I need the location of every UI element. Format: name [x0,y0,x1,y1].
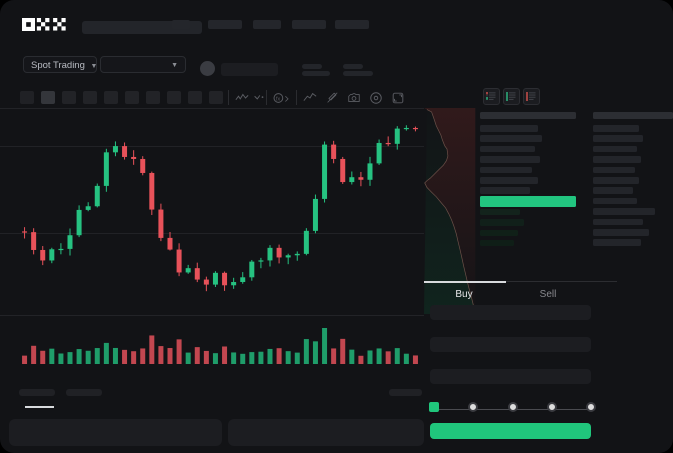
svg-text:fx: fx [276,97,280,103]
